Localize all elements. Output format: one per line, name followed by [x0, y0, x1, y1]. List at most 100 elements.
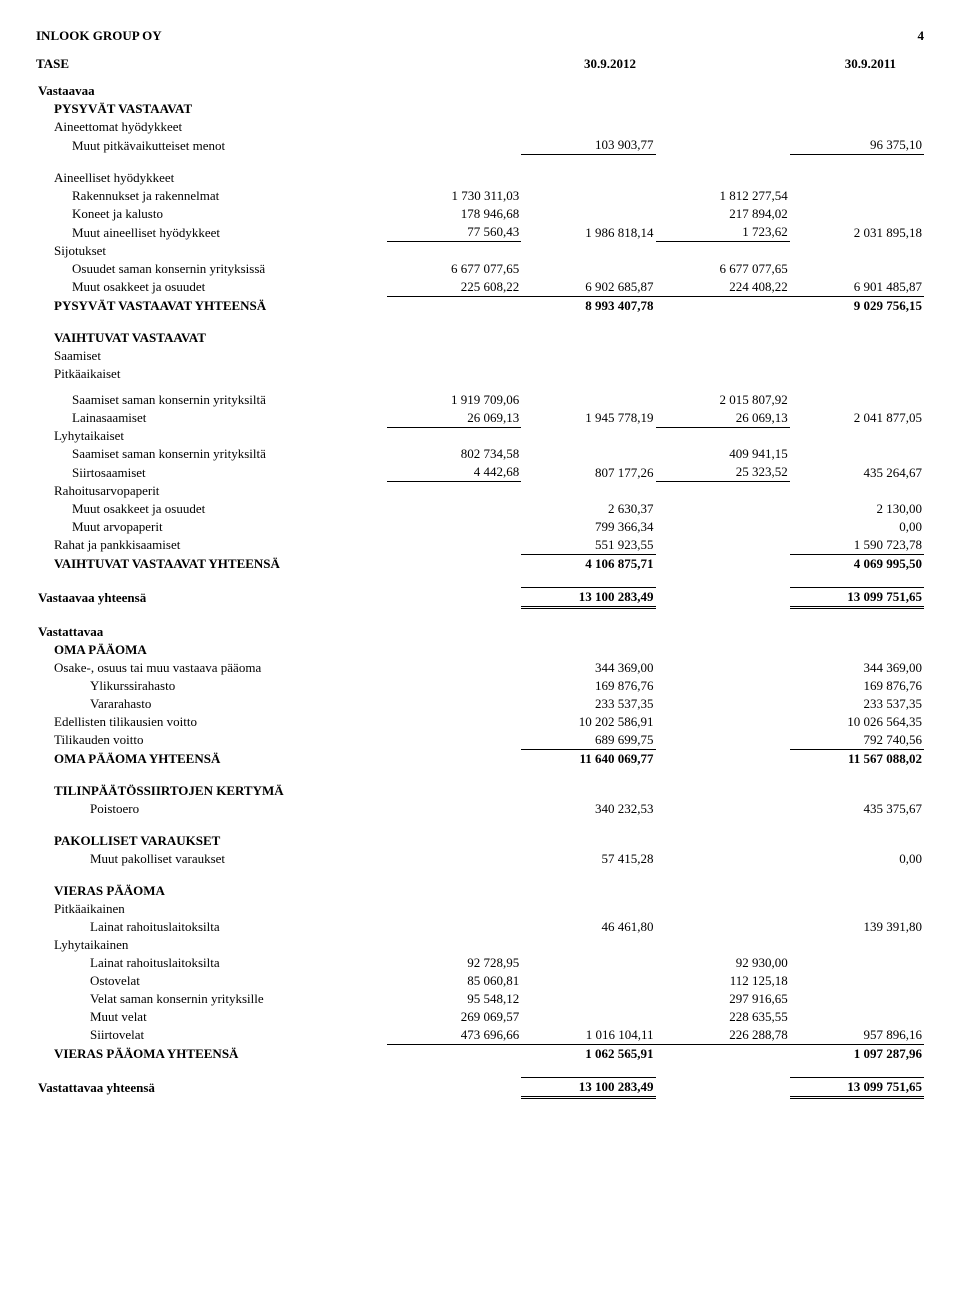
- row-label: Rakennukset ja rakennelmat: [36, 187, 387, 205]
- cell-c4: [790, 641, 924, 659]
- cell-c4: [790, 972, 924, 990]
- cell-c4: 96 375,10: [790, 136, 924, 155]
- cell-c2: [521, 169, 655, 187]
- cell-c1: 1 730 311,03: [387, 187, 521, 205]
- cell-c2: [521, 482, 655, 500]
- cell-c4: [790, 82, 924, 100]
- cell-c3: [656, 500, 790, 518]
- table-row: Muut velat269 069,57228 635,55: [36, 1008, 924, 1026]
- cell-c1: 26 069,13: [387, 409, 521, 428]
- table-row: Lyhytaikaiset: [36, 427, 924, 445]
- cell-c2: [521, 100, 655, 118]
- row-label: Lainat rahoituslaitoksilta: [36, 918, 387, 936]
- cell-c1: [387, 713, 521, 731]
- row-label: Osuudet saman konsernin yrityksissä: [36, 260, 387, 278]
- cell-c3: [656, 82, 790, 100]
- cell-c1: [387, 587, 521, 607]
- table-row: Sijotukset: [36, 242, 924, 260]
- cell-c1: 6 677 077,65: [387, 260, 521, 278]
- cell-c3: 217 894,02: [656, 205, 790, 223]
- cell-c4: 139 391,80: [790, 918, 924, 936]
- cell-c2: 233 537,35: [521, 695, 655, 713]
- row-label: Rahoitusarvopaperit: [36, 482, 387, 500]
- cell-c2: [521, 972, 655, 990]
- cell-c1: [387, 641, 521, 659]
- date-col-1: 30.9.2012: [376, 56, 636, 72]
- row-label: Ostovelat: [36, 972, 387, 990]
- row-label: PYSYVÄT VASTAAVAT: [36, 100, 387, 118]
- table-row: PYSYVÄT VASTAAVAT YHTEENSÄ8 993 407,789 …: [36, 296, 924, 315]
- table-row: Vararahasto233 537,35233 537,35: [36, 695, 924, 713]
- table-row: Ostovelat85 060,81112 125,18: [36, 972, 924, 990]
- cell-c4: 0,00: [790, 518, 924, 536]
- cell-c4: [790, 205, 924, 223]
- cell-c1: 225 608,22: [387, 278, 521, 297]
- cell-c4: 2 041 877,05: [790, 409, 924, 428]
- cell-c4: [790, 260, 924, 278]
- table-row: Lainat rahoituslaitoksilta46 461,80139 3…: [36, 918, 924, 936]
- cell-c3: [656, 518, 790, 536]
- cell-c3: [656, 329, 790, 347]
- cell-c2: [521, 832, 655, 850]
- table-row: Aineelliset hyödykkeet: [36, 169, 924, 187]
- page-number: 4: [918, 28, 925, 44]
- cell-c4: 0,00: [790, 850, 924, 868]
- table-row: Rahat ja pankkisaamiset551 923,551 590 7…: [36, 536, 924, 555]
- row-label: Koneet ja kalusto: [36, 205, 387, 223]
- cell-c1: [387, 329, 521, 347]
- row-label: Edellisten tilikausien voitto: [36, 713, 387, 731]
- cell-c3: 26 069,13: [656, 409, 790, 428]
- cell-c3: [656, 100, 790, 118]
- cell-c2: 1 986 818,14: [521, 223, 655, 242]
- row-label: Vastaavaa: [36, 82, 387, 100]
- cell-c4: [790, 169, 924, 187]
- table-row: VAIHTUVAT VASTAAVAT YHTEENSÄ4 106 875,71…: [36, 554, 924, 573]
- table-row: OMA PÄÄOMA YHTEENSÄ11 640 069,7711 567 0…: [36, 749, 924, 768]
- row-label: Lyhytaikainen: [36, 936, 387, 954]
- cell-c3: 2 015 807,92: [656, 391, 790, 409]
- table-row: Saamiset saman konsernin yrityksiltä802 …: [36, 445, 924, 463]
- row-label: Siirtosaamiset: [36, 463, 387, 482]
- cell-c3: [656, 536, 790, 555]
- cell-c1: [387, 731, 521, 750]
- cell-c4: [790, 365, 924, 383]
- cell-c2: [521, 882, 655, 900]
- table-row: Siirtovelat473 696,661 016 104,11226 288…: [36, 1026, 924, 1045]
- cell-c2: 13 100 283,49: [521, 587, 655, 607]
- cell-c1: [387, 100, 521, 118]
- table-row: Rahoitusarvopaperit: [36, 482, 924, 500]
- cell-c2: [521, 365, 655, 383]
- cell-c2: 689 699,75: [521, 731, 655, 750]
- cell-c2: 8 993 407,78: [521, 296, 655, 315]
- cell-c2: [521, 900, 655, 918]
- date-header-row: TASE 30.9.2012 30.9.2011: [36, 56, 924, 72]
- cell-c3: [656, 918, 790, 936]
- table-row: Pitkäaikainen: [36, 900, 924, 918]
- row-label: Muut osakkeet ja osuudet: [36, 500, 387, 518]
- row-label: VIERAS PÄÄOMA YHTEENSÄ: [36, 1044, 387, 1063]
- table-row: Rakennukset ja rakennelmat1 730 311,031 …: [36, 187, 924, 205]
- cell-c1: [387, 782, 521, 800]
- cell-c2: [521, 82, 655, 100]
- table-row: Muut arvopaperit799 366,340,00: [36, 518, 924, 536]
- cell-c3: [656, 782, 790, 800]
- cell-c1: [387, 623, 521, 641]
- cell-c4: [790, 100, 924, 118]
- cell-c4: [790, 936, 924, 954]
- cell-c1: [387, 1044, 521, 1063]
- cell-c4: [790, 347, 924, 365]
- cell-c1: [387, 169, 521, 187]
- table-row: Muut osakkeet ja osuudet2 630,372 130,00: [36, 500, 924, 518]
- cell-c3: 228 635,55: [656, 1008, 790, 1026]
- page-header: INLOOK GROUP OY 4: [36, 28, 924, 44]
- table-row: Vastaavaa yhteensä13 100 283,4913 099 75…: [36, 587, 924, 607]
- row-label: VAIHTUVAT VASTAAVAT: [36, 329, 387, 347]
- cell-c1: [387, 936, 521, 954]
- row-label: TILINPÄÄTÖSSIIRTOJEN KERTYMÄ: [36, 782, 387, 800]
- cell-c2: [521, 445, 655, 463]
- row-label: Saamiset saman konsernin yrityksiltä: [36, 445, 387, 463]
- cell-c3: 297 916,65: [656, 990, 790, 1008]
- table-row: Osuudet saman konsernin yrityksissä6 677…: [36, 260, 924, 278]
- cell-c2: [521, 329, 655, 347]
- cell-c1: [387, 832, 521, 850]
